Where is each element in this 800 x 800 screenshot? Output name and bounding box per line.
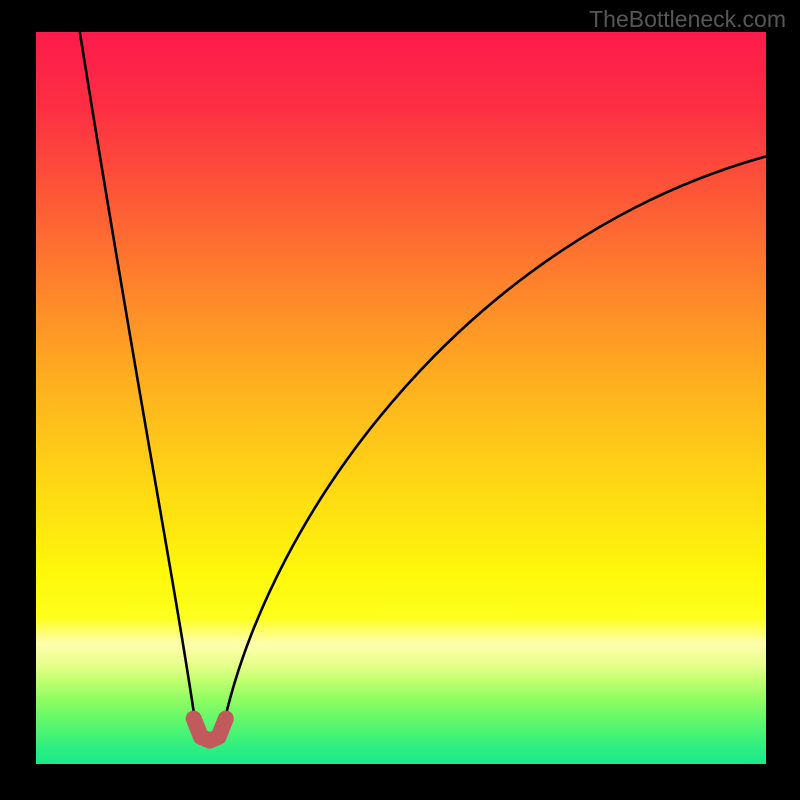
plot-svg <box>36 32 766 764</box>
chart-frame: TheBottleneck.com <box>0 0 800 800</box>
plot-area <box>36 32 766 764</box>
watermark-text: TheBottleneck.com <box>589 6 786 33</box>
gradient-background <box>36 32 766 764</box>
